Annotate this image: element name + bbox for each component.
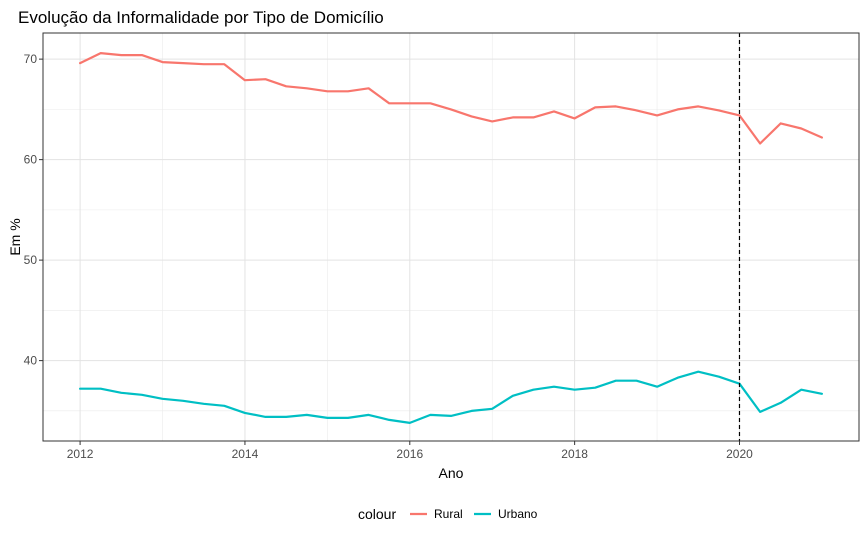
legend-title: colour	[358, 506, 396, 522]
series-layer	[78, 51, 824, 424]
y-tick-label: 40	[24, 354, 38, 368]
y-tick-label: 50	[24, 253, 38, 267]
legend-items: Rural Urbano	[410, 507, 538, 521]
plot-panel	[42, 32, 860, 442]
x-tick-label: 2012	[67, 447, 94, 461]
series-line-urbano	[78, 370, 824, 424]
y-tick-label: 60	[24, 153, 38, 167]
x-tick-label: 2016	[396, 447, 423, 461]
x-axis: 2012 2014 2016 2018 2020	[67, 441, 753, 461]
y-axis-title: Em %	[7, 218, 23, 255]
panel-border	[42, 32, 860, 442]
x-axis-title: Ano	[439, 465, 464, 481]
y-axis: 40 50 60 70	[24, 52, 43, 368]
legend: colour Rural Urbano	[358, 506, 538, 522]
legend-label-urbano: Urbano	[498, 507, 538, 521]
x-tick-label: 2018	[561, 447, 588, 461]
grid-major	[43, 33, 859, 441]
x-tick-label: 2014	[232, 447, 259, 461]
x-tick-label: 2020	[726, 447, 753, 461]
legend-label-rural: Rural	[434, 507, 463, 521]
series-line-rural	[78, 51, 824, 145]
grid-minor	[43, 33, 859, 441]
chart-title: Evolução da Informalidade por Tipo de Do…	[18, 8, 384, 27]
y-tick-label: 70	[24, 52, 38, 66]
